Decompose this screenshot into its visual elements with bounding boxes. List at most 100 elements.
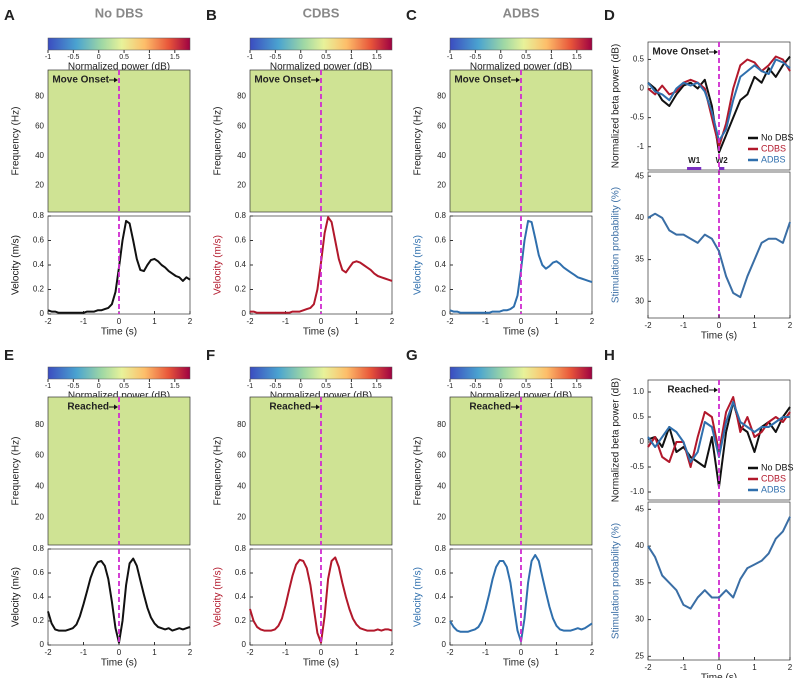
colorbar-tick-label: 0.5: [521, 383, 531, 390]
x-axis-label: Time (s): [701, 673, 737, 678]
series-line: [47, 557, 191, 644]
colorbar-label: Normalized power (dB): [470, 391, 572, 402]
y-tick-label: 0.2: [235, 616, 247, 625]
x-tick-label: 0: [519, 648, 524, 657]
series-line: [250, 216, 393, 314]
y-tick-label: 0.2: [235, 285, 247, 294]
x-tick-label: -2: [246, 648, 254, 657]
series-line: [647, 516, 791, 610]
colorbar: [47, 366, 191, 380]
y-tick-label: 0.8: [33, 544, 45, 553]
panel-letter: C: [406, 7, 417, 24]
y-tick-label: 45: [635, 504, 644, 513]
y-tick-label: -1.0: [630, 487, 644, 496]
y-tick-label: 80: [437, 92, 446, 101]
y-axis-label: Velocity (m/s): [11, 235, 22, 295]
y-tick-label: 40: [437, 151, 446, 160]
y-tick-label: 20: [237, 180, 246, 189]
panel-letter: A: [4, 7, 15, 24]
x-tick-label: 1: [354, 648, 359, 657]
x-tick-label: -2: [644, 321, 652, 330]
x-tick-label: 0: [319, 317, 324, 326]
y-tick-label: 0.6: [235, 568, 247, 577]
x-tick-label: -2: [44, 648, 52, 657]
x-tick-label: 0: [117, 317, 122, 326]
legend-label: CDBS: [761, 473, 786, 483]
colorbar-tick-label: -1: [247, 54, 253, 61]
x-axis-label: Time (s): [303, 327, 339, 338]
colorbar-label: Normalized power (dB): [68, 391, 170, 402]
x-tick-label: 2: [788, 663, 793, 672]
x-tick-label: 1: [554, 317, 559, 326]
colorbar-tick-label: -0.5: [67, 54, 79, 61]
y-tick-label: 40: [635, 541, 644, 550]
x-tick-label: -1: [80, 317, 88, 326]
y-tick-label: 35: [635, 255, 644, 264]
y-axis-label: Velocity (m/s): [213, 567, 224, 627]
series-line: [647, 212, 791, 299]
annotation-arrowhead: [316, 77, 320, 83]
x-axis-label: Time (s): [303, 658, 339, 669]
y-tick-label: 0.2: [33, 285, 45, 294]
x-tick-label: -1: [482, 648, 490, 657]
y-tick-label: 60: [35, 451, 44, 460]
x-tick-label: 2: [390, 648, 395, 657]
colorbar-tick-label: 0: [499, 54, 503, 61]
y-tick-label: 0.4: [33, 260, 45, 269]
panel-letter: H: [604, 347, 615, 364]
x-tick-label: 0: [519, 317, 524, 326]
y-tick-label: 0: [40, 309, 45, 318]
y-tick-label: 0.8: [435, 211, 447, 220]
annotation: Move Onset: [454, 75, 511, 86]
window-bar: [687, 167, 702, 170]
colorbar-tick-label: 0: [97, 383, 101, 390]
legend-label: No DBS: [761, 132, 794, 142]
y-tick-label: 80: [35, 92, 44, 101]
colorbar-tick-label: -0.5: [269, 54, 281, 61]
colorbar-tick-label: 1: [549, 383, 553, 390]
panel-letter: G: [406, 347, 418, 364]
annotation-arrowhead: [516, 404, 520, 410]
x-axis-label: Time (s): [701, 331, 737, 342]
y-axis-label: Stimulation probability (%): [611, 187, 622, 303]
panel-title: ADBS: [503, 5, 540, 20]
x-tick-label: 2: [390, 317, 395, 326]
window-bar: [719, 167, 725, 170]
y-tick-label: 0: [640, 437, 645, 446]
y-tick-label: 0.2: [435, 285, 447, 294]
annotation: Move Onset: [254, 75, 311, 86]
y-tick-label: 40: [35, 482, 44, 491]
x-tick-label: -2: [644, 663, 652, 672]
panel-title: No DBS: [95, 5, 144, 20]
y-tick-label: 20: [237, 512, 246, 521]
y-axis-label: Frequency (Hz): [213, 107, 224, 176]
annotation: Reached: [67, 402, 109, 413]
x-axis-label: Time (s): [503, 327, 539, 338]
y-axis-label: Frequency (Hz): [413, 437, 424, 506]
y-tick-label: 0: [242, 309, 247, 318]
legend-label: CDBS: [761, 143, 786, 153]
spectrogram-bg: [48, 70, 190, 212]
y-tick-label: 35: [635, 578, 644, 587]
colorbar-tick-label: -0.5: [469, 54, 481, 61]
colorbar-tick-label: -1: [45, 383, 51, 390]
x-tick-label: 2: [788, 321, 793, 330]
y-tick-label: 0.5: [633, 412, 645, 421]
y-axis-label: Frequency (Hz): [413, 107, 424, 176]
y-axis-label: Frequency (Hz): [11, 107, 22, 176]
x-tick-label: 0: [717, 663, 722, 672]
y-tick-label: 80: [237, 92, 246, 101]
y-tick-label: 0.6: [235, 236, 247, 245]
y-tick-label: 40: [35, 151, 44, 160]
annotation-arrowhead: [714, 49, 718, 55]
x-tick-label: -1: [282, 648, 290, 657]
x-tick-label: -1: [282, 317, 290, 326]
y-axis-label: Normalized beta power (dB): [611, 378, 622, 503]
y-tick-label: 0.6: [33, 236, 45, 245]
y-tick-label: 0.8: [435, 544, 447, 553]
annotation-arrowhead: [114, 77, 118, 83]
y-tick-label: 25: [635, 651, 644, 660]
x-tick-label: -2: [246, 317, 254, 326]
legend-label: ADBS: [761, 484, 786, 494]
colorbar-tick-label: 1: [349, 383, 353, 390]
